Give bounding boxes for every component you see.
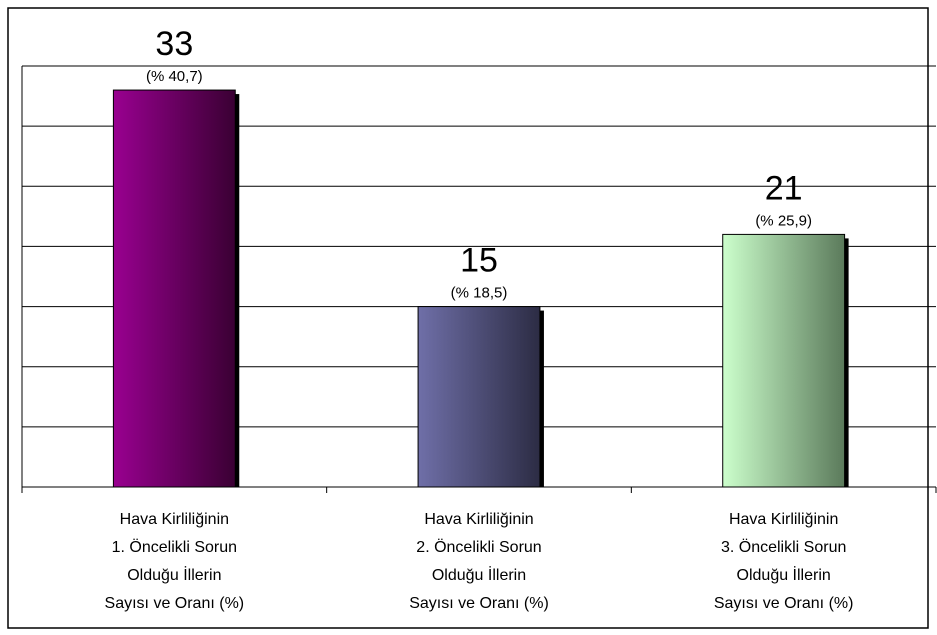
x-tick-label: Sayısı ve Oranı (%) (105, 595, 245, 612)
x-tick-label: Olduğu İllerin (127, 565, 221, 584)
x-tick-label: Sayısı ve Oranı (%) (714, 595, 854, 612)
x-tick-label: Hava Kirliliğinin (424, 511, 533, 528)
x-tick-label: 1. Öncelikli Sorun (112, 538, 237, 556)
x-tick-label: 2. Öncelikli Sorun (416, 538, 541, 556)
bar (722, 233, 846, 488)
x-tick-label: Hava Kirliliğinin (120, 511, 229, 528)
percentage-label: (% 40,7) (146, 68, 203, 85)
value-label: 15 (460, 242, 498, 280)
value-label: 33 (155, 25, 193, 63)
value-label: 21 (765, 169, 803, 207)
percentage-label: (% 25,9) (755, 212, 812, 229)
x-tick-label: Hava Kirliliğinin (729, 511, 838, 528)
percentage-label: (% 18,5) (451, 285, 508, 302)
bar (112, 89, 236, 488)
x-tick-label: 3. Öncelikli Sorun (721, 538, 846, 556)
x-tick-label: Sayısı ve Oranı (%) (409, 595, 549, 612)
bar (417, 306, 541, 488)
x-tick-label: Olduğu İllerin (432, 565, 526, 584)
x-tick-label: Olduğu İllerin (737, 565, 831, 584)
